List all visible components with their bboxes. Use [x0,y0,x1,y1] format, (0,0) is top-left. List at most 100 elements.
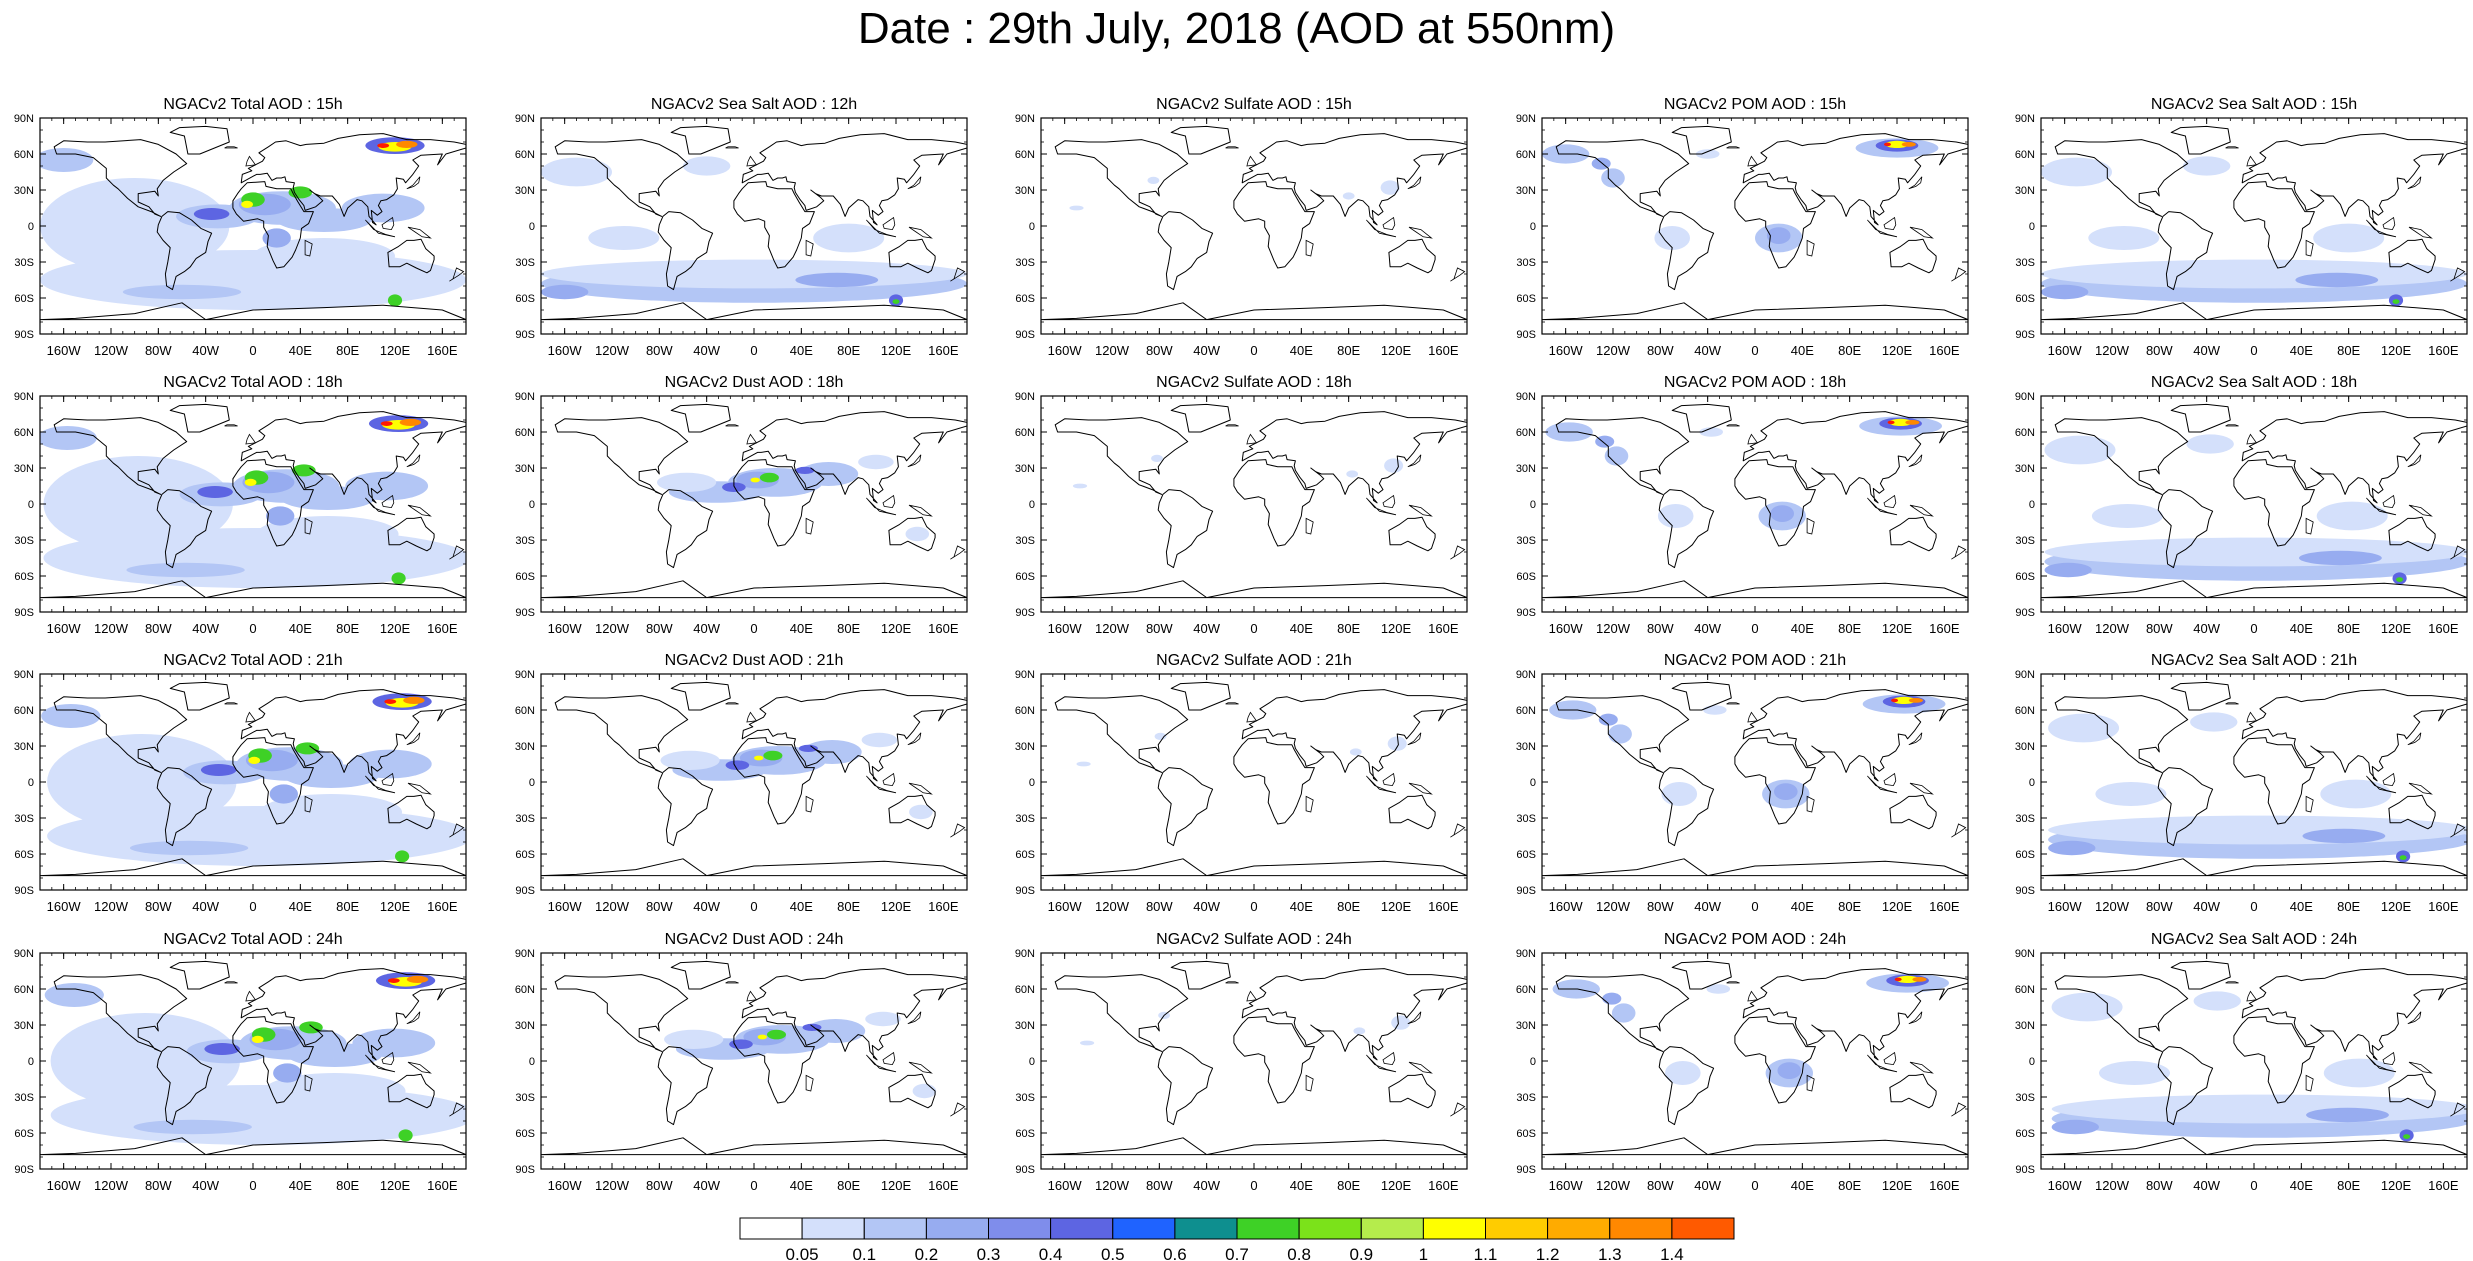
coastline [2233,737,2315,825]
aod-contour-patch [2193,991,2241,1011]
coastline [2407,454,2422,468]
coastline [245,155,257,167]
lon-tick-label: 40E [1791,1178,1814,1193]
lon-tick-label: 80E [1337,621,1360,636]
colorbar-label: 1 [1419,1245,1428,1261]
aod-field [40,681,466,877]
panel-title: NGACv2 POM AOD : 24h [1664,931,1846,948]
aod-contour-patch [40,148,94,172]
lat-tick-label: 30N [2015,463,2035,475]
lon-tick-label: 80W [646,1178,673,1193]
aod-contour-patch [266,506,295,526]
lon-tick-label: 120W [1596,1178,1631,1193]
lat-tick-label: 90N [1015,391,1035,403]
lon-tick-label: 120W [2095,343,2130,358]
coastline [2408,1061,2433,1074]
lon-tick-label: 80E [2337,1178,2360,1193]
coastline [304,517,313,535]
lat-tick-label: 30S [515,1092,535,1104]
coastline [907,732,922,746]
lon-tick-label: 120E [380,899,411,914]
lon-tick-label: 40W [1193,343,1220,358]
lat-tick-label: 90N [515,113,535,125]
aod-contour-patch [377,143,390,148]
coastline [2041,858,2467,877]
lon-tick-label: 40E [2290,1178,2313,1193]
lon-tick-label: 80E [336,343,359,358]
coastline [2157,767,2214,847]
coastline [381,216,395,231]
coastline [1658,1046,1715,1126]
coastline [1909,226,1934,239]
coastline [1726,146,1740,149]
lat-tick-label: 60S [14,293,34,305]
aod-contour-patch [795,466,815,474]
lon-tick-label: 40W [192,1178,219,1193]
lon-tick-label: 80W [145,1178,172,1193]
coastline [1883,1051,1897,1066]
aod-contour-patch [1598,713,1618,726]
lon-tick-label: 120E [1882,621,1913,636]
coastline [2388,238,2436,274]
lon-tick-label: 160W [2048,621,2083,636]
lon-tick-label: 160E [1428,1178,1459,1193]
coastline [657,211,714,291]
coastline [1889,1073,1937,1109]
coastline [156,1046,213,1126]
coastline [950,1102,966,1117]
coastline [882,772,896,787]
coastline [741,689,967,782]
coastline [387,516,435,552]
aod-contour-patch [384,699,397,704]
lon-tick-label: 80W [1647,621,1674,636]
coastline [407,1061,432,1074]
lon-tick-label: 0 [750,1178,757,1193]
coastline [449,267,465,282]
coastline [1671,403,1732,433]
aod-contour-patch [1908,698,1923,703]
aod-contour-patch [204,1043,240,1055]
aod-contour-patch [380,421,393,426]
lat-tick-label: 0 [2029,777,2035,789]
aod-contour-patch [1387,736,1407,751]
aod-contour-patch [865,1011,901,1027]
lat-tick-label: 0 [1029,221,1035,233]
lat-tick-label: 90N [14,948,34,960]
colorbar-box [925,1217,990,1240]
lat-tick-label: 60N [14,427,34,439]
lat-tick-label: 90S [1015,1164,1035,1176]
coastline [1742,689,1968,782]
lat-tick-label: 30N [2015,185,2035,197]
coastline [1170,403,1231,433]
coastline [725,424,739,427]
coastline [156,767,213,847]
lat-tick-label: 30N [1516,185,1536,197]
coastline [1806,795,1815,813]
coastline [1883,494,1897,509]
coastline [1233,459,1315,547]
lon-tick-label: 120W [1095,621,1130,636]
coastline [1241,133,1467,226]
lat-tick-label: 30S [515,813,535,825]
lat-tick-label: 0 [28,777,34,789]
aod-contour-patch [260,794,403,830]
coastline [1366,219,1397,238]
lon-tick-label: 40W [1694,621,1721,636]
coastline [1241,411,1467,504]
panel-title: NGACv2 Sea Salt AOD : 12h [651,96,857,113]
coastline [1450,1102,1466,1117]
aod-contour-patch [2051,1119,2099,1135]
aod-contour-patch [2183,156,2231,176]
lat-tick-label: 60S [515,849,535,861]
aod-field [1041,960,1467,1156]
lon-tick-label: 160W [548,899,583,914]
map-panel: NGACv2 Dust AOD : 21h 90N 60N 30N 0 30S 60S 90S… [515,652,968,914]
panel-title: NGACv2 Sulfate AOD : 21h [1156,652,1352,669]
lat-tick-label: 0 [529,777,535,789]
coastline [1241,968,1467,1061]
aod-contour-patch [2048,840,2096,856]
lon-tick-label: 120E [2381,1178,2412,1193]
coastline [541,580,967,599]
aod-contour-patch [292,464,316,477]
lon-tick-label: 120E [2381,621,2412,636]
